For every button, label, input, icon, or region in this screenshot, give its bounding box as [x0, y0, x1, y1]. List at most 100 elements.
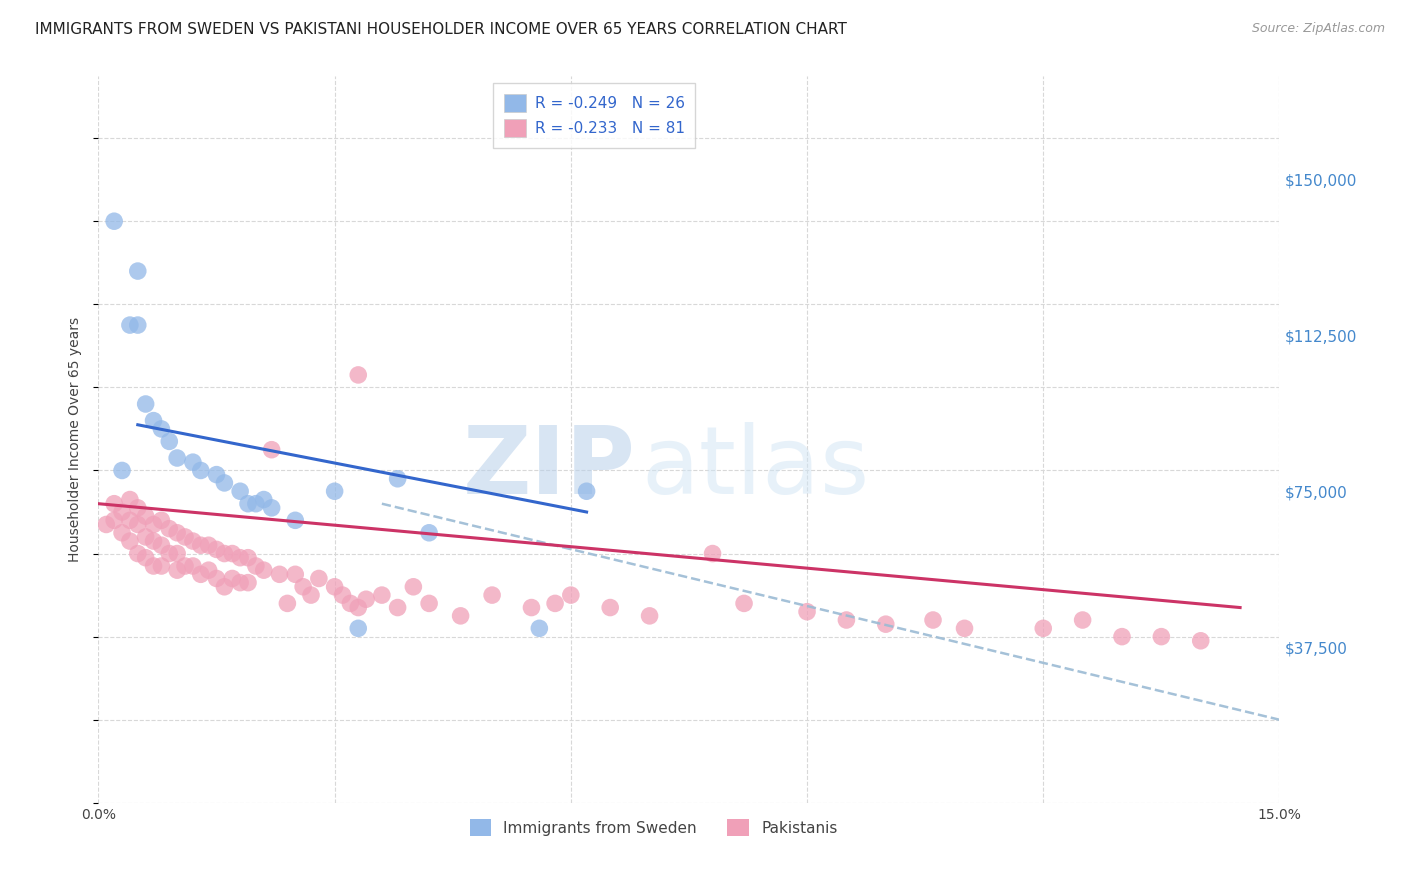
Point: [142, 517, 165, 532]
Point: [197, 538, 219, 552]
Point: [103, 513, 125, 527]
Point: [150, 513, 173, 527]
Point: [292, 580, 315, 594]
Point: [174, 530, 197, 544]
Point: [481, 588, 503, 602]
Point: [354, 592, 377, 607]
Point: [308, 572, 330, 586]
Point: [135, 509, 157, 524]
Point: [236, 575, 259, 590]
Point: [142, 559, 165, 574]
Point: [922, 613, 945, 627]
Point: [1071, 613, 1094, 627]
Point: [118, 492, 141, 507]
Point: [214, 475, 236, 490]
Point: [638, 608, 661, 623]
Point: [135, 397, 157, 411]
Point: [135, 550, 157, 565]
Point: [236, 497, 259, 511]
Point: [269, 567, 291, 582]
Point: [181, 559, 204, 574]
Text: Source: ZipAtlas.com: Source: ZipAtlas.com: [1251, 22, 1385, 36]
Point: [284, 567, 307, 582]
Point: [118, 318, 141, 332]
Point: [190, 463, 212, 477]
Point: [284, 513, 307, 527]
Point: [253, 563, 276, 577]
Point: [118, 513, 141, 527]
Point: [276, 596, 298, 610]
Point: [332, 588, 354, 602]
Point: [1189, 633, 1212, 648]
Point: [166, 450, 188, 465]
Point: [260, 500, 283, 515]
Point: [560, 588, 582, 602]
Point: [127, 500, 149, 515]
Point: [190, 567, 212, 582]
Point: [387, 472, 409, 486]
Point: [221, 572, 243, 586]
Point: [1111, 630, 1133, 644]
Point: [142, 414, 165, 428]
Point: [205, 467, 228, 482]
Point: [166, 563, 188, 577]
Point: [205, 572, 228, 586]
Point: [418, 596, 440, 610]
Point: [323, 484, 346, 499]
Point: [796, 605, 818, 619]
Text: IMMIGRANTS FROM SWEDEN VS PAKISTANI HOUSEHOLDER INCOME OVER 65 YEARS CORRELATION: IMMIGRANTS FROM SWEDEN VS PAKISTANI HOUS…: [35, 22, 846, 37]
Point: [544, 596, 567, 610]
Point: [450, 608, 472, 623]
Point: [347, 621, 370, 635]
Point: [835, 613, 858, 627]
Point: [347, 368, 370, 382]
Point: [166, 547, 188, 561]
Y-axis label: Householder Income Over 65 years: Householder Income Over 65 years: [69, 317, 83, 562]
Point: [245, 497, 267, 511]
Point: [111, 505, 134, 519]
Point: [229, 484, 252, 499]
Point: [150, 559, 173, 574]
Point: [127, 547, 149, 561]
Point: [245, 559, 267, 574]
Point: [150, 538, 173, 552]
Point: [402, 580, 425, 594]
Point: [599, 600, 621, 615]
Point: [197, 563, 219, 577]
Point: [371, 588, 394, 602]
Point: [1150, 630, 1173, 644]
Point: [347, 600, 370, 615]
Point: [323, 580, 346, 594]
Point: [135, 530, 157, 544]
Point: [339, 596, 361, 610]
Point: [127, 318, 149, 332]
Point: [157, 547, 180, 561]
Point: [127, 517, 149, 532]
Point: [702, 547, 724, 561]
Legend: Immigrants from Sweden, Pakistanis: Immigrants from Sweden, Pakistanis: [464, 813, 844, 842]
Point: [118, 534, 141, 549]
Point: [103, 497, 125, 511]
Point: [142, 534, 165, 549]
Point: [214, 580, 236, 594]
Point: [166, 525, 188, 540]
Point: [418, 525, 440, 540]
Point: [150, 422, 173, 436]
Point: [181, 455, 204, 469]
Point: [953, 621, 976, 635]
Point: [181, 534, 204, 549]
Point: [221, 547, 243, 561]
Text: ZIP: ZIP: [463, 423, 636, 515]
Point: [214, 547, 236, 561]
Point: [205, 542, 228, 557]
Point: [253, 492, 276, 507]
Point: [733, 596, 755, 610]
Point: [111, 525, 134, 540]
Point: [520, 600, 543, 615]
Text: atlas: atlas: [641, 423, 870, 515]
Point: [387, 600, 409, 615]
Point: [529, 621, 551, 635]
Point: [190, 538, 212, 552]
Point: [157, 434, 180, 449]
Point: [229, 575, 252, 590]
